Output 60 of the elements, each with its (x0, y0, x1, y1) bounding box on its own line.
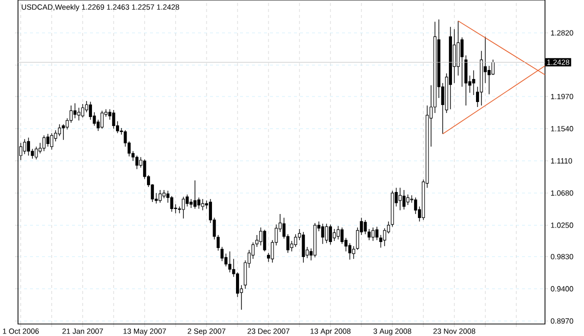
candlestick (100, 110, 104, 130)
candlestick (77, 107, 80, 121)
candlestick (50, 132, 54, 150)
candlestick (170, 196, 174, 212)
candlestick (228, 251, 232, 273)
candlestick (236, 272, 240, 298)
candlestick (368, 228, 371, 241)
candlestick (193, 180, 196, 210)
candlestick (464, 55, 468, 106)
candlestick (414, 197, 418, 214)
candlestick (23, 138, 26, 154)
candlestick (224, 253, 228, 267)
candlestick (46, 134, 50, 148)
candlestick (336, 226, 340, 240)
candlestick (220, 246, 224, 262)
candlestick (216, 234, 220, 252)
candlestick (325, 223, 328, 244)
candlestick (182, 196, 185, 219)
candlestick (135, 155, 138, 170)
candlestick (452, 28, 456, 84)
candlestick (201, 198, 204, 211)
candlestick (383, 228, 386, 247)
candlestick (88, 101, 92, 120)
candlestick (70, 105, 73, 124)
candlestick (460, 37, 464, 88)
candlestick (472, 70, 476, 96)
candlestick (73, 102, 76, 119)
candlestick (348, 242, 352, 260)
candlestick (186, 194, 189, 207)
candlestick (488, 65, 491, 95)
candlestick (190, 198, 193, 208)
candlestick (321, 223, 324, 244)
candlestick (364, 220, 367, 235)
candlestick (456, 20, 460, 76)
candlestick (340, 227, 344, 244)
candlestick (62, 124, 65, 140)
candlestick (352, 246, 356, 260)
candlestick (252, 242, 255, 260)
candlestick (302, 232, 305, 263)
candlestick (375, 226, 378, 241)
candlestick (42, 135, 46, 152)
candlestick (197, 197, 200, 210)
candlestick (398, 187, 402, 211)
candlestick (34, 146, 38, 160)
candlestick (259, 227, 262, 246)
candlestick (112, 110, 116, 130)
candlestick (294, 234, 298, 248)
candlestick (158, 190, 162, 204)
candlestick (372, 227, 375, 242)
candlestick (328, 224, 332, 246)
candlestick (332, 228, 336, 242)
candlestick (85, 100, 88, 113)
candlestick (492, 59, 495, 76)
candlestick (81, 104, 84, 118)
candlestick (402, 190, 406, 210)
candlestick (26, 137, 30, 156)
candlestick (58, 124, 61, 137)
candlestick (263, 229, 266, 252)
candlestick (255, 234, 258, 248)
candlestick (406, 194, 410, 206)
